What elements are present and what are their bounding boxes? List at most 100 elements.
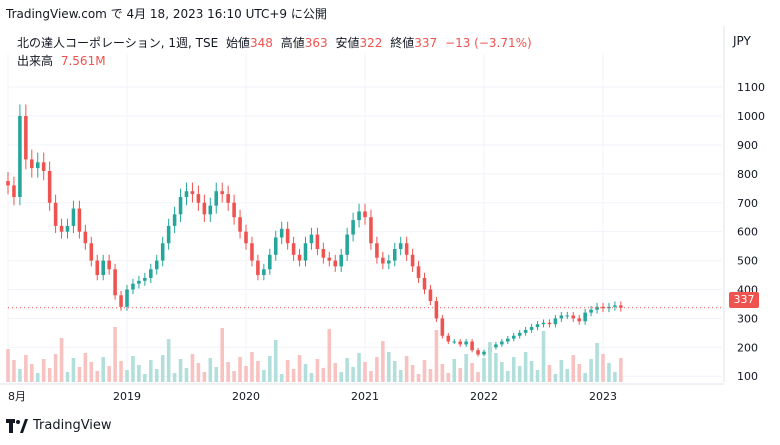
- candle-body: [268, 254, 272, 270]
- y-tick-label: 500: [737, 255, 758, 268]
- candle-body: [83, 231, 88, 244]
- candle-body: [41, 162, 46, 171]
- candle-body: [541, 322, 546, 325]
- candle-body: [232, 202, 236, 218]
- volume-bar: [333, 363, 338, 382]
- volume-bar: [339, 372, 343, 382]
- candle-body: [476, 350, 480, 355]
- candle-body: [35, 162, 40, 169]
- volume-bar: [202, 372, 207, 382]
- volume-bar: [559, 360, 564, 382]
- candle-body: [250, 243, 254, 261]
- candle-body: [410, 254, 415, 267]
- volume-bar: [601, 354, 605, 382]
- candle-body: [458, 341, 462, 345]
- volume-bar: [30, 364, 34, 382]
- candle-body: [601, 306, 605, 309]
- volume-value: 7.561M: [60, 54, 106, 68]
- candle-body: [619, 305, 623, 308]
- volume-bar: [101, 357, 105, 382]
- candle-body: [583, 312, 587, 322]
- volume-bar: [160, 355, 165, 382]
- candle-body: [18, 116, 22, 197]
- candle-body: [77, 208, 82, 232]
- volume-bar: [506, 371, 510, 382]
- volume-bar: [149, 360, 153, 382]
- candle-body: [553, 318, 558, 325]
- tradingview-logo-icon: [6, 418, 28, 433]
- candle-body: [53, 202, 58, 226]
- candle-body: [24, 116, 28, 160]
- candle-body: [357, 211, 361, 221]
- candle-body: [565, 315, 570, 317]
- volume-bar: [273, 340, 278, 382]
- volume-bar: [500, 362, 504, 382]
- candle-body: [107, 260, 111, 270]
- candle-body: [375, 243, 379, 258]
- tradingview-brand[interactable]: TradingView: [6, 418, 112, 433]
- volume-bar: [196, 363, 201, 382]
- candle-body: [613, 305, 617, 307]
- volume-bar: [428, 369, 433, 382]
- x-tick-label: 2020: [232, 390, 260, 403]
- currency-label: JPY: [733, 34, 751, 48]
- close-value: 337: [414, 36, 438, 50]
- candle-body: [595, 306, 599, 310]
- volume-bar: [143, 374, 147, 382]
- candle-body: [559, 315, 564, 319]
- candle-body: [482, 351, 486, 355]
- candle-body: [131, 283, 135, 290]
- candle-body: [119, 295, 123, 307]
- y-tick-label: 900: [737, 139, 758, 152]
- volume-bar: [250, 352, 254, 382]
- candle-body: [416, 266, 421, 278]
- candle-body: [452, 341, 457, 343]
- volume-bar: [452, 359, 457, 382]
- volume-bar: [172, 373, 177, 382]
- volume-bar: [125, 370, 129, 382]
- volume-bar: [571, 355, 576, 382]
- candle-body: [190, 191, 195, 195]
- volume-bar: [214, 367, 219, 382]
- candle-body: [262, 269, 266, 276]
- candle-body: [392, 249, 397, 261]
- candle-body: [464, 341, 468, 345]
- volume-bar: [166, 339, 171, 382]
- volume-bar: [154, 369, 159, 382]
- candle-body: [422, 277, 427, 290]
- candle-body: [244, 231, 248, 244]
- candle-body: [535, 324, 540, 328]
- candle-body: [511, 335, 516, 339]
- low-value: 322: [359, 36, 383, 50]
- change-value: −13 (−3.71%): [445, 36, 532, 50]
- candle-body: [297, 254, 302, 261]
- candle-body: [577, 318, 581, 322]
- x-tick-label: 2022: [470, 390, 498, 403]
- volume-bar: [309, 373, 314, 382]
- high-value: 363: [304, 36, 328, 50]
- volume-bar: [268, 356, 272, 382]
- candle-body: [315, 234, 320, 250]
- y-tick-label: 1100: [737, 81, 765, 94]
- volume-bar: [464, 354, 468, 382]
- y-tick-label: 1000: [737, 110, 765, 123]
- candle-body: [506, 338, 510, 342]
- brand-label: TradingView: [33, 418, 112, 433]
- candle-body: [166, 225, 171, 244]
- candle-body: [12, 185, 16, 197]
- candle-body: [303, 243, 308, 261]
- volume-bar: [327, 329, 332, 382]
- x-tick-label: 2019: [113, 390, 141, 403]
- volume-bar: [619, 358, 623, 382]
- x-tick-label: 8月: [8, 390, 26, 403]
- volume-bar: [553, 374, 558, 382]
- candle-body: [279, 228, 284, 238]
- volume-bar: [184, 368, 189, 382]
- last-price-tag: 337: [729, 292, 759, 308]
- volume-bar: [351, 367, 355, 382]
- candle-body: [404, 243, 409, 255]
- volume-bar: [535, 370, 540, 382]
- candle-body: [220, 191, 224, 195]
- candle-body: [65, 225, 70, 232]
